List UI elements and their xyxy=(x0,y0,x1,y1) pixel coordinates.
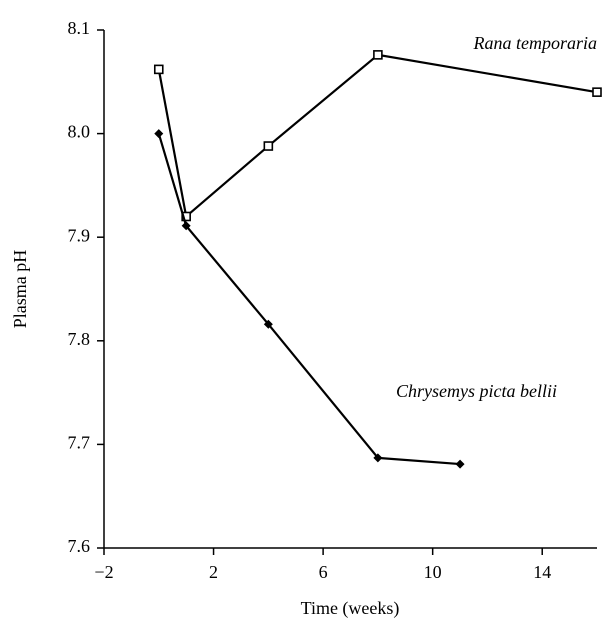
marker xyxy=(373,50,383,60)
y-tick-label: 8.0 xyxy=(68,122,91,142)
marker xyxy=(181,211,191,222)
annotation: Chrysemys picta bellii xyxy=(396,381,557,401)
marker xyxy=(455,459,465,469)
annotation: Rana temporaria xyxy=(473,33,598,53)
x-tick-label: 10 xyxy=(424,562,442,582)
y-tick-label: 7.6 xyxy=(68,536,91,556)
y-tick-label: 8.1 xyxy=(68,18,91,38)
x-tick-label: 14 xyxy=(533,562,551,582)
y-tick-label: 7.7 xyxy=(68,433,91,453)
marker xyxy=(592,87,602,97)
y-tick-label: 7.8 xyxy=(68,329,91,349)
marker xyxy=(373,453,383,463)
y-tick-label: 7.9 xyxy=(68,225,91,245)
line xyxy=(157,133,461,466)
x-axis-label: Time (weeks) xyxy=(301,598,400,619)
y-axis-label: Plasma pH xyxy=(10,250,30,329)
x-tick-label: 6 xyxy=(319,562,328,582)
marker xyxy=(153,64,164,75)
line xyxy=(157,53,598,219)
x-tick-label: −2 xyxy=(94,562,113,582)
marker xyxy=(263,141,274,151)
marker xyxy=(263,319,273,329)
marker xyxy=(154,129,164,139)
marker xyxy=(181,221,191,231)
x-tick-label: 2 xyxy=(209,562,218,582)
